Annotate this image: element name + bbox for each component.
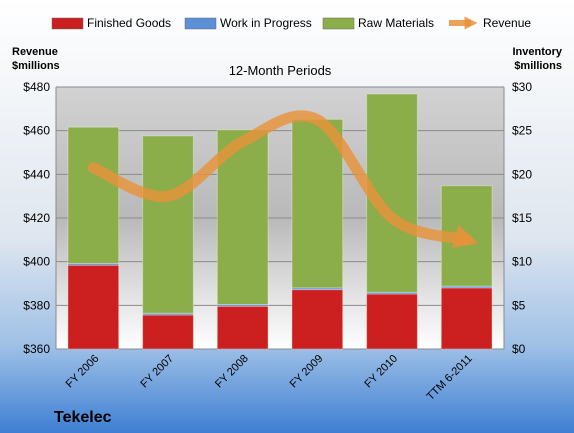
right-tick-label: $25: [512, 124, 532, 138]
revenue-line-path: [87, 110, 479, 249]
right-tick-label: $5: [512, 298, 526, 312]
left-axis-label-line-2: $millions: [12, 60, 60, 72]
left-axis-ticks: $360 $380 $400 $420 $440 $460 $480: [23, 80, 50, 356]
legend: Finished Goods Work in Progress Raw Materi…: [51, 16, 531, 30]
bar-finished-goods: [67, 264, 120, 350]
bar-finished-goods: [216, 305, 269, 350]
legend-label: Work in Progress: [220, 16, 312, 30]
left-tick-label: $380: [23, 298, 50, 312]
right-tick-label: $15: [512, 211, 532, 225]
gridlines: [55, 86, 505, 350]
bars: [67, 93, 493, 350]
bar-finished-goods: [440, 287, 493, 350]
bar-finished-goods: [366, 293, 418, 350]
legend-swatch-work-in-progress: [184, 17, 217, 30]
left-axis-label-line-1: Revenue: [12, 46, 58, 58]
bar-finished-goods: [142, 314, 194, 350]
right-axis-label-line-1: Inventory: [512, 46, 562, 58]
legend-swatch-raw-materials: [322, 17, 355, 30]
right-tick-label: $10: [512, 255, 532, 269]
left-tick-label: $400: [23, 255, 50, 269]
bar-raw-materials: [142, 135, 194, 314]
legend-label: Revenue: [483, 16, 531, 30]
left-tick-label: $360: [23, 342, 50, 356]
right-tick-label: $20: [512, 167, 532, 181]
right-tick-label: $0: [512, 342, 526, 356]
left-tick-label: $460: [23, 124, 50, 138]
bar-raw-materials: [67, 126, 120, 264]
right-tick-label: $30: [512, 80, 532, 94]
legend-label: Finished Goods: [87, 16, 171, 30]
right-axis-ticks: $0 $5 $10 $15 $20 $25 $30: [512, 80, 532, 356]
left-tick-label: $440: [23, 167, 50, 181]
left-tick-label: $420: [23, 211, 50, 225]
revenue-line: [87, 110, 479, 249]
bar-raw-materials: [291, 118, 344, 289]
left-tick-label: $480: [23, 80, 50, 94]
legend-label: Raw Materials: [358, 16, 434, 30]
right-axis-label-line-2: $millions: [514, 60, 562, 72]
chart-title: 12-Month Periods: [229, 63, 332, 78]
company-name: Tekelec: [54, 409, 112, 426]
bar-finished-goods: [291, 289, 344, 350]
legend-swatch-finished-goods: [51, 17, 84, 30]
